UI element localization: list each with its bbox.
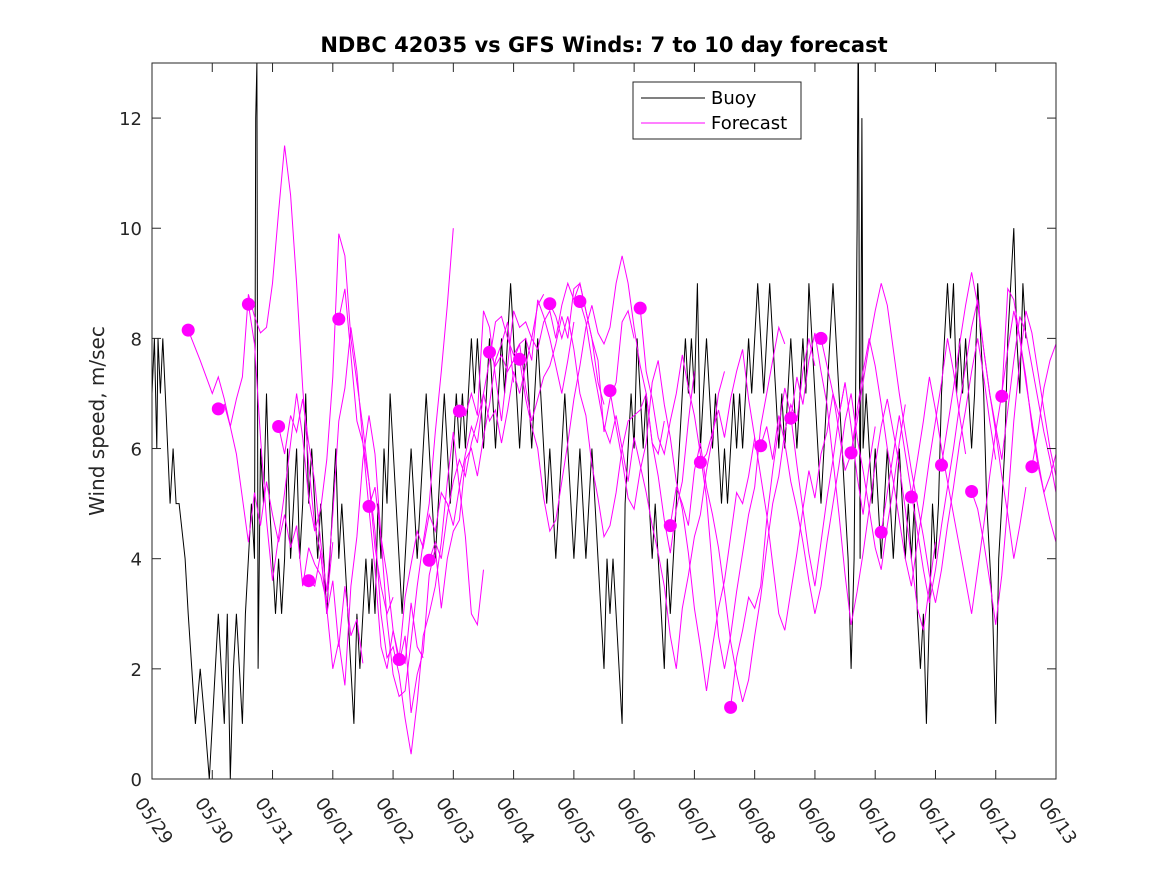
forecast-line-17 xyxy=(699,349,846,631)
forecast-line-25 xyxy=(941,272,1056,493)
forecast-line-13 xyxy=(579,301,725,669)
forecast-line-15 xyxy=(639,308,786,669)
forecast-marker-11 xyxy=(513,352,527,366)
forecast-marker-2 xyxy=(241,297,255,311)
forecast-line-21 xyxy=(820,338,967,587)
y-tick-label: 10 xyxy=(119,219,142,240)
y-tick-label: 0 xyxy=(131,770,142,791)
legend-label-buoy: Buoy xyxy=(711,88,757,109)
y-tick-label: 4 xyxy=(131,550,142,571)
legend: Buoy Forecast xyxy=(632,81,802,140)
forecast-line-16 xyxy=(669,338,816,703)
y-axis-label: Wind speed, m/sec xyxy=(85,326,109,516)
forecast-line-22 xyxy=(850,283,997,603)
chart-title: NDBC 42035 vs GFS Winds: 7 to 10 day for… xyxy=(320,33,887,57)
forecast-marker-28 xyxy=(1025,460,1039,474)
forecast-marker-19 xyxy=(754,439,768,453)
forecast-marker-3 xyxy=(272,420,286,433)
forecast-marker-0 xyxy=(181,323,195,337)
forecast-line-20 xyxy=(790,332,936,631)
forecast-marker-27 xyxy=(995,389,1009,403)
forecast-marker-21 xyxy=(814,331,828,345)
buoy-series xyxy=(152,63,1027,779)
forecast-marker-23 xyxy=(874,525,888,539)
forecast-marker-16 xyxy=(663,519,677,533)
y-tick-label: 8 xyxy=(131,329,142,350)
plot-frame xyxy=(151,62,1057,780)
plot-area xyxy=(152,63,1056,779)
forecast-line-11 xyxy=(519,255,665,533)
forecast-line-7 xyxy=(398,294,545,660)
forecast-marker-20 xyxy=(784,411,798,425)
forecast-line-27 xyxy=(1001,287,1056,495)
forecast-line-24 xyxy=(910,310,1056,614)
forecast-marker-14 xyxy=(603,384,617,398)
forecast-line-1 xyxy=(218,145,364,664)
forecast-marker-15 xyxy=(633,301,647,315)
forecast-line-19 xyxy=(760,393,906,614)
y-tick-label: 2 xyxy=(131,660,142,681)
forecast-marker-10 xyxy=(483,345,496,359)
forecast-marker-9 xyxy=(452,404,466,418)
forecast-marker-24 xyxy=(904,490,918,504)
forecast-markers xyxy=(181,295,1039,714)
forecast-marker-4 xyxy=(302,574,316,588)
forecast-marker-25 xyxy=(935,458,948,472)
legend-label-forecast: Forecast xyxy=(711,113,787,134)
forecast-line-23 xyxy=(880,299,1027,603)
forecast-marker-7 xyxy=(392,653,406,666)
buoy-line xyxy=(152,63,1027,779)
forecast-line-14 xyxy=(609,360,756,691)
forecast-marker-8 xyxy=(422,553,436,567)
forecast-series xyxy=(187,145,1056,755)
forecast-marker-12 xyxy=(543,297,557,311)
y-tick-label: 6 xyxy=(131,440,142,461)
y-tick-label: 12 xyxy=(119,109,142,130)
forecast-line-28 xyxy=(1031,343,1056,467)
forecast-line-0 xyxy=(187,329,334,603)
forecast-marker-22 xyxy=(844,446,858,460)
forecast-line-8 xyxy=(428,299,575,561)
forecast-line-18 xyxy=(730,382,876,708)
forecast-marker-26 xyxy=(965,485,979,498)
forecast-marker-18 xyxy=(724,700,738,714)
forecast-line-26 xyxy=(971,310,1056,625)
forecast-marker-17 xyxy=(693,455,707,469)
forecast-marker-5 xyxy=(332,312,346,326)
legend-box xyxy=(632,81,802,140)
forecast-marker-6 xyxy=(362,499,376,513)
y-axis: 0 2 4 6 8 10 12 xyxy=(119,109,1056,791)
forecast-line-6 xyxy=(368,321,515,713)
forecast-marker-1 xyxy=(211,402,225,416)
forecast-marker-13 xyxy=(573,295,587,308)
